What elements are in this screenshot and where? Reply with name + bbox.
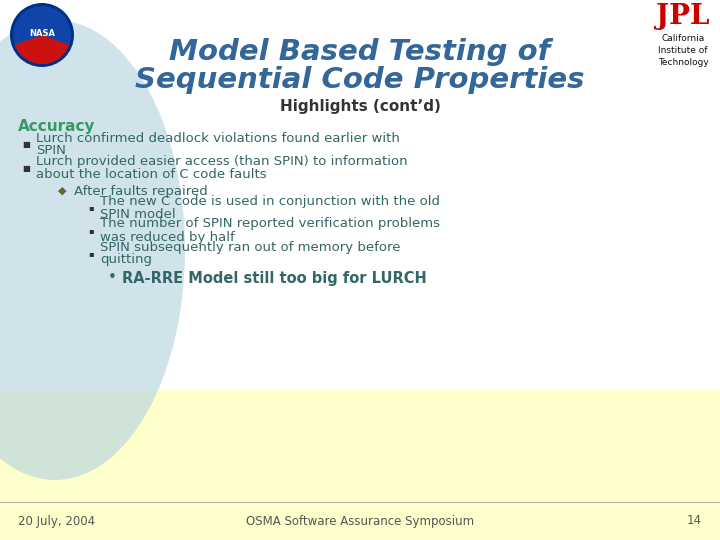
Text: 20 July, 2004: 20 July, 2004 [18, 515, 95, 528]
Text: •: • [108, 271, 117, 286]
Text: After faults repaired: After faults repaired [74, 185, 208, 198]
Text: ■: ■ [22, 140, 30, 150]
Text: Lurch provided easier access (than SPIN) to information: Lurch provided easier access (than SPIN)… [36, 156, 408, 168]
Circle shape [13, 6, 71, 64]
Circle shape [10, 3, 74, 67]
Text: ■: ■ [22, 165, 30, 173]
Text: Highlights (cont’d): Highlights (cont’d) [279, 99, 441, 114]
Text: Lurch confirmed deadlock violations found earlier with: Lurch confirmed deadlock violations foun… [36, 132, 400, 145]
Text: California
Institute of
Technology: California Institute of Technology [657, 34, 708, 66]
Text: ◆: ◆ [58, 186, 66, 196]
Text: 14: 14 [687, 515, 702, 528]
Bar [0, 502, 720, 540]
Text: SPIN model: SPIN model [100, 207, 176, 220]
Ellipse shape [0, 20, 185, 480]
Text: RA-RRE Model still too big for LURCH: RA-RRE Model still too big for LURCH [122, 271, 427, 286]
Text: ▪: ▪ [88, 204, 94, 213]
Text: Sequential Code Properties: Sequential Code Properties [135, 66, 585, 94]
Text: about the location of C code faults: about the location of C code faults [36, 168, 266, 181]
Text: SPIN: SPIN [36, 145, 66, 158]
Bar [0, 390, 720, 540]
Text: The new C code is used in conjunction with the old: The new C code is used in conjunction wi… [100, 194, 440, 207]
Text: Accuracy: Accuracy [18, 119, 96, 134]
Wedge shape [14, 35, 69, 64]
Text: was reduced by half: was reduced by half [100, 231, 235, 244]
Text: OSMA Software Assurance Symposium: OSMA Software Assurance Symposium [246, 515, 474, 528]
Text: NASA: NASA [29, 29, 55, 37]
Text: ▪: ▪ [88, 249, 94, 259]
Text: The number of SPIN reported verification problems: The number of SPIN reported verification… [100, 218, 440, 231]
Text: SPIN subsequently ran out of memory before: SPIN subsequently ran out of memory befo… [100, 240, 400, 253]
Text: ▪: ▪ [88, 226, 94, 235]
Text: quitting: quitting [100, 253, 152, 267]
Bar [0, 0, 720, 390]
Text: JPL: JPL [656, 3, 710, 30]
Text: Model Based Testing of: Model Based Testing of [169, 38, 551, 66]
